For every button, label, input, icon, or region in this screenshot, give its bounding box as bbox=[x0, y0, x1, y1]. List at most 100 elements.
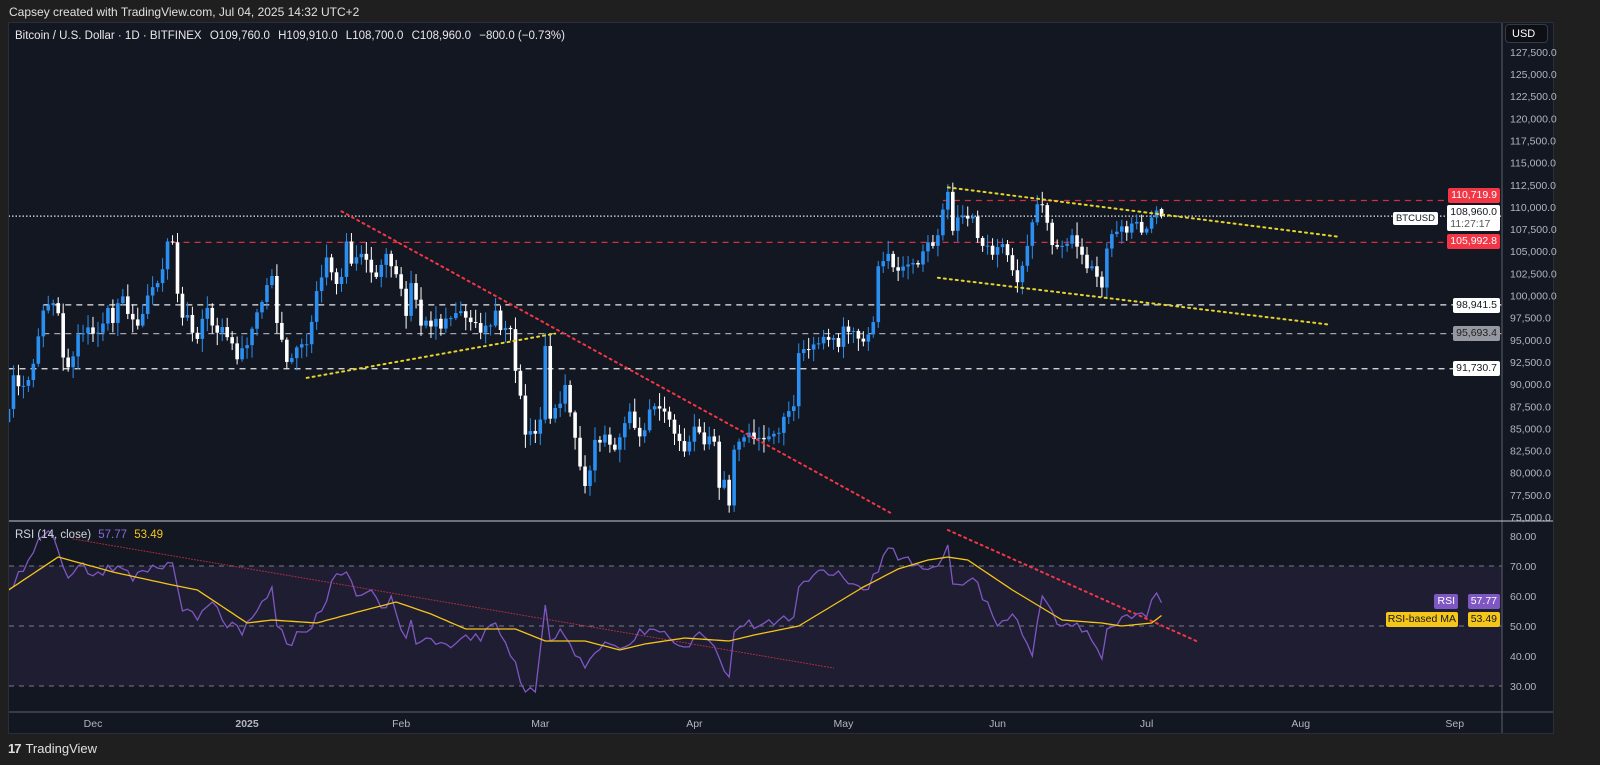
price-tick-label: 115,000.0 bbox=[1510, 158, 1556, 170]
trend-line bbox=[946, 186, 1342, 239]
candle bbox=[1139, 214, 1144, 236]
candle bbox=[990, 238, 995, 260]
candle-body bbox=[1085, 254, 1089, 269]
candle-body bbox=[324, 257, 329, 278]
candle-body bbox=[722, 479, 726, 488]
candle-body bbox=[1065, 243, 1069, 246]
candle bbox=[777, 427, 781, 444]
candle bbox=[498, 305, 503, 336]
price-tick-label: 112,500.0 bbox=[1510, 180, 1556, 192]
candle bbox=[960, 205, 965, 224]
candle bbox=[687, 435, 692, 456]
candle bbox=[1090, 260, 1094, 271]
rsi-trend-line bbox=[72, 538, 835, 669]
candle-body bbox=[424, 320, 428, 326]
candle bbox=[1055, 239, 1059, 250]
candle-body bbox=[106, 307, 110, 324]
candle-body bbox=[344, 241, 349, 277]
candle bbox=[66, 348, 70, 372]
time-tick-label: Aug bbox=[1291, 718, 1310, 730]
tradingview-logo[interactable]: 17 TradingView bbox=[8, 741, 97, 756]
candle bbox=[493, 297, 498, 328]
candle-body bbox=[548, 346, 553, 419]
time-tick-label: 2025 bbox=[235, 718, 259, 730]
rsi-ma-badge-label: RSI-based MA bbox=[1385, 612, 1458, 627]
candle bbox=[632, 398, 637, 430]
candle-body bbox=[389, 253, 393, 267]
candle-body bbox=[662, 408, 667, 412]
candle bbox=[76, 324, 80, 370]
candle-body bbox=[871, 322, 876, 335]
candle bbox=[851, 327, 856, 344]
candle bbox=[523, 384, 528, 448]
candle bbox=[334, 268, 339, 295]
candle bbox=[791, 394, 796, 422]
candle bbox=[926, 235, 930, 263]
candle-body bbox=[364, 253, 369, 260]
candle bbox=[896, 256, 900, 282]
candle-body bbox=[56, 303, 61, 314]
candle bbox=[737, 438, 741, 462]
candle bbox=[608, 427, 612, 453]
candle-body bbox=[891, 253, 895, 268]
candle bbox=[642, 423, 647, 443]
candle bbox=[280, 311, 284, 343]
candle-body bbox=[1000, 244, 1005, 248]
price-tick-label: 82,500.0 bbox=[1510, 446, 1551, 458]
candle-body bbox=[135, 319, 140, 326]
candle bbox=[250, 326, 254, 358]
candle bbox=[811, 336, 816, 362]
candle-body bbox=[86, 327, 90, 334]
candle bbox=[1010, 247, 1015, 276]
candle-body bbox=[91, 327, 95, 334]
time-tick-label: May bbox=[834, 718, 855, 730]
candle bbox=[1045, 202, 1050, 231]
candle-body bbox=[255, 312, 259, 329]
candle-body bbox=[240, 348, 244, 360]
candle-body bbox=[394, 266, 398, 275]
trend-line bbox=[936, 276, 1332, 326]
candle bbox=[36, 328, 41, 367]
candle-body bbox=[125, 296, 130, 314]
candle bbox=[125, 284, 130, 320]
candle bbox=[677, 424, 682, 452]
candle-body bbox=[294, 347, 299, 359]
currency-button[interactable]: USD bbox=[1505, 24, 1548, 43]
candle-body bbox=[1129, 223, 1134, 233]
candle-body bbox=[941, 209, 945, 236]
candle-body bbox=[757, 437, 761, 440]
candle bbox=[439, 314, 443, 336]
candle bbox=[951, 182, 955, 236]
candle bbox=[563, 374, 567, 413]
rsi-legend-value: 57.77 bbox=[98, 529, 128, 541]
candle-body bbox=[329, 257, 334, 273]
candle bbox=[1149, 210, 1154, 234]
candle-body bbox=[96, 332, 100, 334]
candle bbox=[255, 308, 259, 336]
candle bbox=[891, 250, 895, 273]
candle-countdown: 11:27:17 bbox=[1450, 218, 1491, 230]
candle bbox=[573, 410, 577, 450]
candle-body bbox=[762, 437, 766, 440]
candle bbox=[364, 242, 369, 273]
candle-body bbox=[866, 334, 871, 342]
candle bbox=[513, 317, 518, 384]
candle bbox=[995, 238, 1000, 268]
candle bbox=[46, 295, 51, 314]
candle-body bbox=[81, 333, 85, 335]
candle-body bbox=[583, 466, 587, 486]
candle bbox=[876, 260, 881, 328]
candle-body bbox=[901, 266, 905, 271]
candle-body bbox=[498, 310, 503, 331]
candle bbox=[772, 430, 776, 445]
candle bbox=[454, 302, 458, 321]
chart-frame[interactable] bbox=[8, 22, 1554, 734]
candle-body bbox=[513, 329, 518, 371]
candle bbox=[637, 417, 642, 447]
rsi-ma-line bbox=[9, 556, 1162, 651]
candle-body bbox=[349, 241, 354, 264]
candle bbox=[667, 406, 672, 427]
candle bbox=[240, 335, 244, 362]
candle-body bbox=[369, 259, 374, 273]
